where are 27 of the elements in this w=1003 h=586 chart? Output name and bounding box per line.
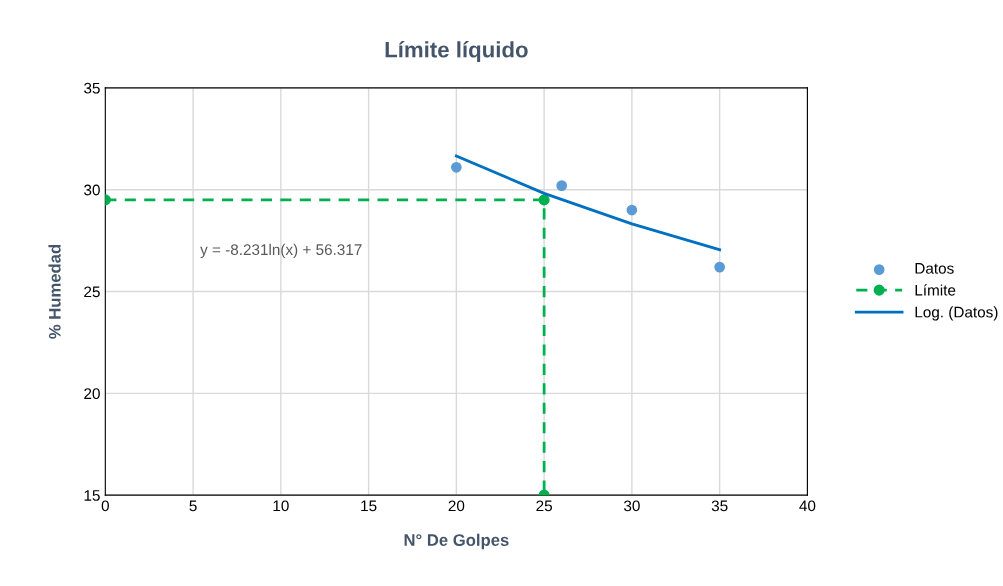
annotation: y = -8.231ln(x) + 56.317 xyxy=(200,243,362,259)
x-tick-label: 5 xyxy=(189,500,197,512)
x-axis-title: N° De Golpes xyxy=(404,533,509,550)
x-tick-label: 10 xyxy=(273,500,289,512)
x-tick-label: 40 xyxy=(799,500,816,512)
x-tick-label: 25 xyxy=(536,500,552,512)
legend-label: Límite xyxy=(915,284,956,296)
y-tick-label: 25 xyxy=(84,286,100,298)
x-tick-label: 20 xyxy=(448,500,465,512)
y-tick-label: 15 xyxy=(84,490,100,501)
point xyxy=(538,194,550,206)
chart-title: Límite líquido xyxy=(385,41,528,62)
x-tick-label: 30 xyxy=(623,500,640,512)
point xyxy=(451,161,462,173)
point xyxy=(626,204,638,216)
x-tick-label: 35 xyxy=(711,500,728,512)
legend-label: Datos xyxy=(915,263,954,274)
line-series xyxy=(454,154,722,252)
legend-label: Log. (Datos) xyxy=(915,306,998,321)
x-tick-label: 0 xyxy=(101,500,109,512)
point xyxy=(556,180,568,191)
y-tick-label: 35 xyxy=(84,82,100,94)
point xyxy=(714,261,726,273)
y-axis-title: % Humedad xyxy=(48,244,61,339)
y-tick-label: 30 xyxy=(84,184,100,196)
x-tick-label: 15 xyxy=(361,500,377,512)
y-tick-label: 20 xyxy=(84,388,100,400)
